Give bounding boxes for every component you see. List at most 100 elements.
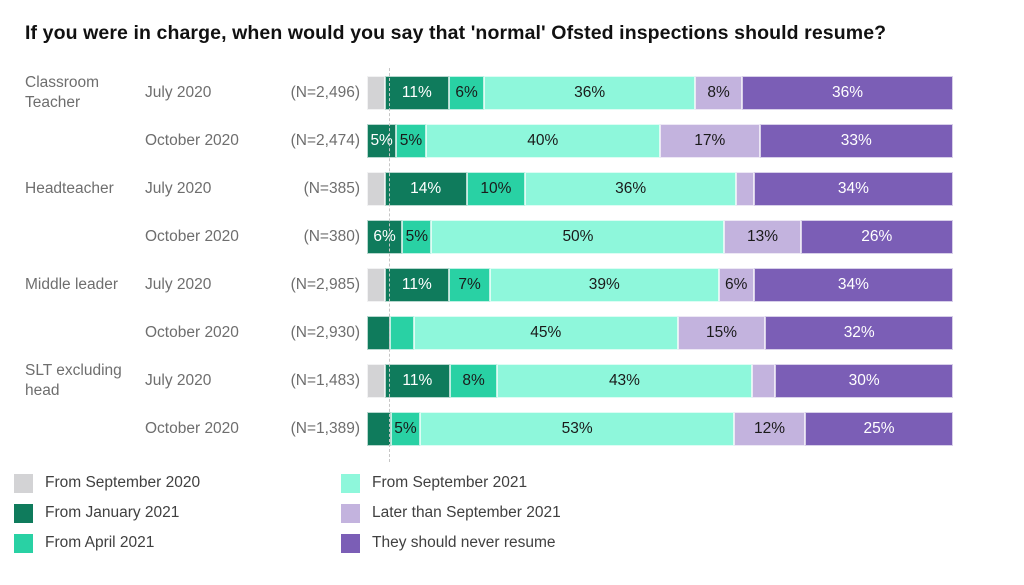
group-label: Headteacher <box>25 179 114 197</box>
bar-segment: 36% <box>484 76 696 110</box>
legend: From September 2020 From January 2021 From… <box>14 468 561 558</box>
legend-swatch <box>14 473 33 493</box>
legend-item: From January 2021 <box>14 498 341 528</box>
legend-swatch <box>14 533 33 553</box>
axis-baseline-dashed <box>389 68 390 462</box>
sample-size-label: (N=1,389) <box>290 420 360 437</box>
legend-label: Later than September 2021 <box>372 504 561 521</box>
bar-segment: 13% <box>724 220 801 254</box>
bar-segment: 40% <box>425 124 660 158</box>
bar-segment: 50% <box>431 220 725 254</box>
bar-segment: 5% <box>390 412 421 446</box>
sample-size-label: (N=2,930) <box>290 324 360 341</box>
bar-segment: 39% <box>490 268 719 302</box>
group-label <box>0 124 145 158</box>
bar-segment: 30% <box>775 364 953 398</box>
bar-segment: 33% <box>759 124 953 158</box>
bar-segment: 12% <box>733 412 805 446</box>
bar-segment: 5% <box>367 124 397 158</box>
bar-segment: 8% <box>449 364 498 398</box>
legend-label: From April 2021 <box>45 534 155 551</box>
wave-label: July 2020 <box>145 84 212 101</box>
bar-row: Middle leader July 2020 (N=2,985) 11% 7% 39% 6… <box>0 268 1024 302</box>
bar-segment <box>390 316 414 350</box>
sample-size-label: (N=385) <box>303 180 360 197</box>
sample-size-label: (N=1,483) <box>290 372 360 389</box>
bar-rows: Classroom Teacher July 2020 (N=2,496) 11% 6%… <box>0 73 1024 446</box>
group-label <box>0 412 145 446</box>
bar-segment <box>751 364 776 398</box>
bar-segment <box>367 172 385 206</box>
legend-swatch <box>341 473 360 493</box>
legend-label: From September 2020 <box>45 474 201 491</box>
wave-label: July 2020 <box>145 276 212 293</box>
bar-segment <box>736 172 754 206</box>
bar-segment: 34% <box>753 172 953 206</box>
legend-swatch <box>14 503 33 523</box>
bar-row: Classroom Teacher July 2020 (N=2,496) 11% 6%… <box>0 73 1024 111</box>
stacked-bar-chart: Classroom Teacher July 2020 (N=2,496) 11% 6%… <box>0 68 1024 462</box>
group-label: Classroom Teacher <box>25 73 100 111</box>
bar-segment: 8% <box>695 76 743 110</box>
bar-segment: 32% <box>765 316 953 350</box>
bar-segment: 11% <box>384 364 450 398</box>
bar-segment: 11% <box>384 76 450 110</box>
bar-segment: 5% <box>402 220 432 254</box>
group-label <box>0 316 145 350</box>
sample-size-label: (N=380) <box>303 228 360 245</box>
legend-item: From September 2021 <box>341 468 561 498</box>
bar-segment: 43% <box>497 364 752 398</box>
wave-label: October 2020 <box>145 324 239 341</box>
wave-label: July 2020 <box>145 372 212 389</box>
bar-segment: 25% <box>804 412 953 446</box>
legend-column-right: From September 2021 Later than September … <box>341 468 561 558</box>
legend-label: From January 2021 <box>45 504 180 521</box>
bar-segment <box>367 316 391 350</box>
stacked-bar: 11% 6% 36% 8% 36% <box>367 76 953 110</box>
sample-size-label: (N=2,474) <box>290 132 360 149</box>
wave-label: October 2020 <box>145 420 239 437</box>
bar-segment: 7% <box>449 268 491 302</box>
bar-row: October 2020 (N=1,389) 5% 53% 12% 25% <box>0 412 1024 446</box>
wave-label: October 2020 <box>145 228 239 245</box>
bar-segment: 6% <box>718 268 754 302</box>
stacked-bar: 5% 53% 12% 25% <box>367 412 953 446</box>
group-label: SLT excluding head <box>25 361 122 399</box>
wave-label: July 2020 <box>145 180 212 197</box>
bar-segment: 26% <box>800 220 953 254</box>
stacked-bar: 5% 5% 40% 17% 33% <box>367 124 953 158</box>
legend-swatch <box>341 533 360 553</box>
stacked-bar: 45% 15% 32% <box>367 316 953 350</box>
bar-segment <box>367 76 385 110</box>
bar-row: SLT excluding head July 2020 (N=1,483) 11% 8… <box>0 361 1024 399</box>
legend-item: Later than September 2021 <box>341 498 561 528</box>
legend-item: From September 2020 <box>14 468 341 498</box>
legend-swatch <box>341 503 360 523</box>
stacked-bar: 11% 8% 43% 30% <box>367 364 953 398</box>
sample-size-label: (N=2,985) <box>290 276 360 293</box>
bar-segment: 14% <box>384 172 467 206</box>
stacked-bar: 14% 10% 36% 34% <box>367 172 953 206</box>
group-label: Middle leader <box>25 275 119 293</box>
bar-segment: 53% <box>420 412 734 446</box>
legend-item: From April 2021 <box>14 528 341 558</box>
bar-segment <box>367 412 391 446</box>
bar-segment: 11% <box>384 268 450 302</box>
wave-label: October 2020 <box>145 132 239 149</box>
legend-column-left: From September 2020 From January 2021 From… <box>14 468 341 558</box>
bar-segment: 10% <box>466 172 526 206</box>
chart-title: If you were in charge, when would you sa… <box>25 22 887 44</box>
bar-segment: 15% <box>677 316 766 350</box>
legend-label: From September 2021 <box>372 474 528 491</box>
stacked-bar: 6% 5% 50% 13% 26% <box>367 220 953 254</box>
legend-label: They should never resume <box>372 534 556 551</box>
bar-row: October 2020 (N=2,930) 45% 15% 32% <box>0 316 1024 350</box>
bar-segment: 17% <box>659 124 760 158</box>
bar-segment: 45% <box>413 316 678 350</box>
bar-segment: 5% <box>396 124 426 158</box>
bar-segment: 34% <box>753 268 953 302</box>
stacked-bar: 11% 7% 39% 6% 34% <box>367 268 953 302</box>
legend-item: They should never resume <box>341 528 561 558</box>
bar-segment <box>367 364 385 398</box>
bar-segment: 36% <box>525 172 737 206</box>
